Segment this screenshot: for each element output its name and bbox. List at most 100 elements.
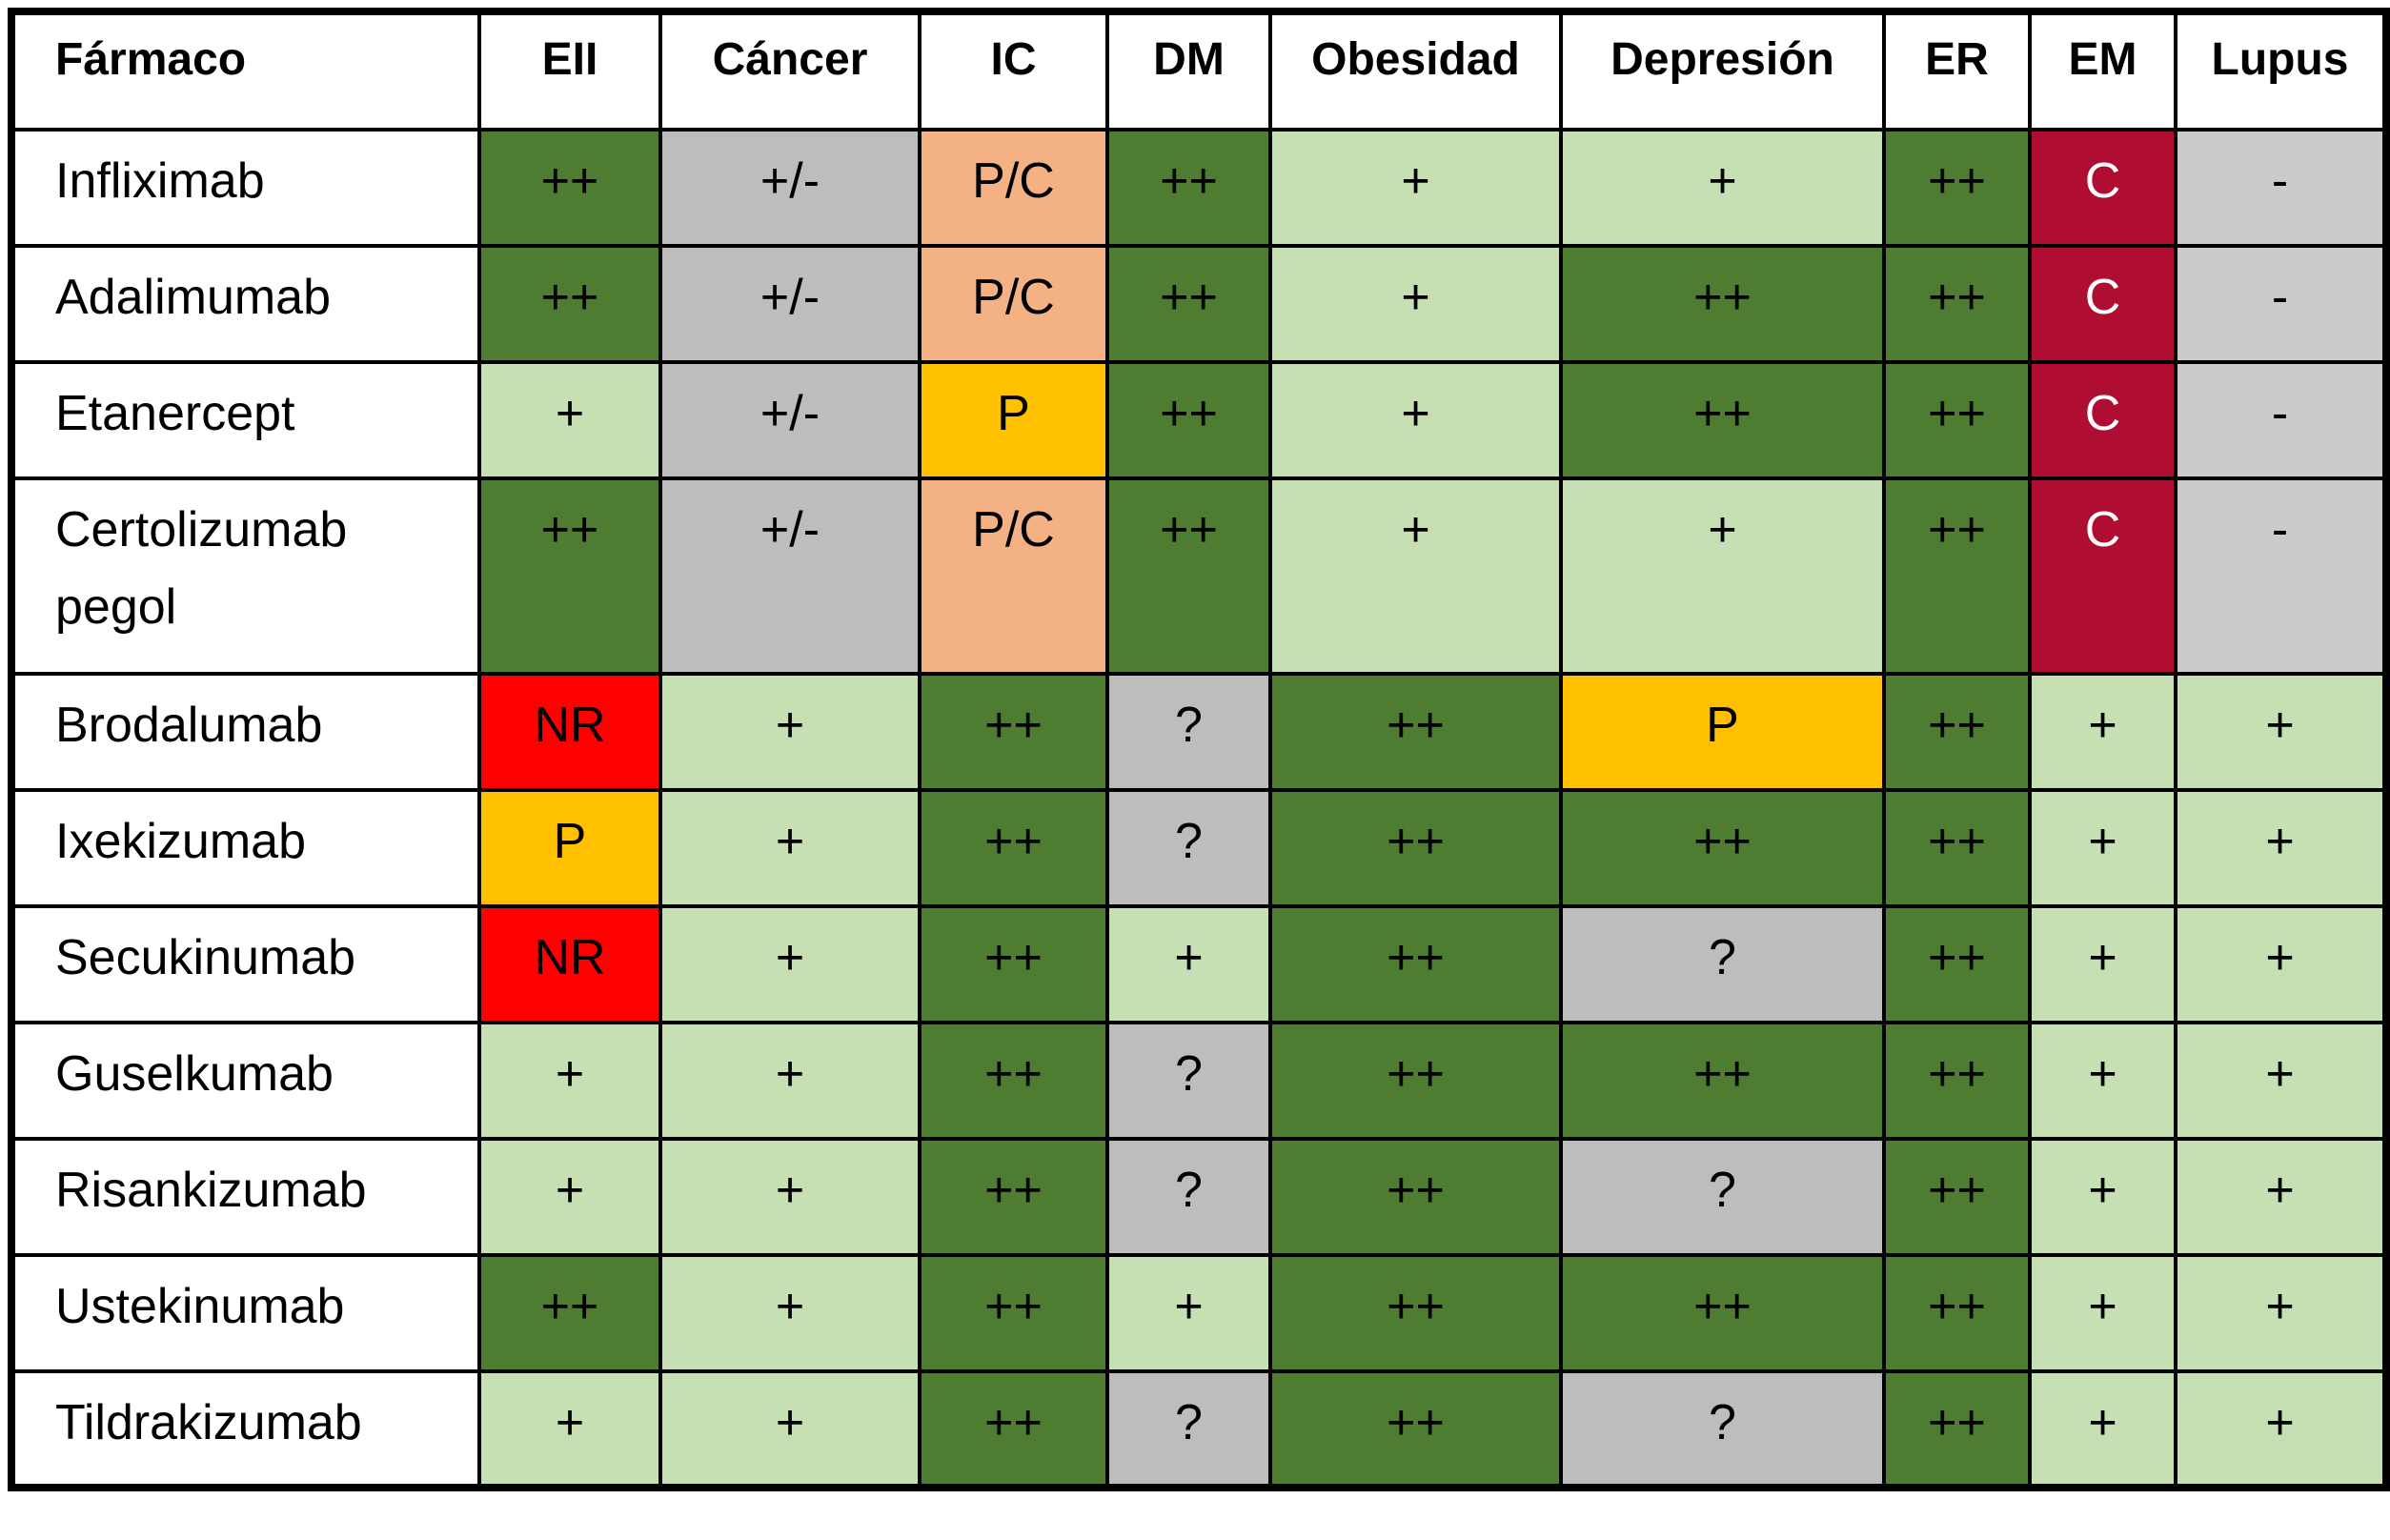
matrix-cell-em-ixekizumab: + bbox=[2028, 788, 2177, 908]
matrix-cell-dm-secukinumab: + bbox=[1105, 904, 1272, 1024]
column-header-ic: IC bbox=[918, 10, 1109, 132]
matrix-cell-depresion-adalimumab: ++ bbox=[1559, 244, 1886, 364]
table-row-adalimumab: Adalimumab ++ +/- P/C ++ + ++ ++ C - bbox=[10, 244, 2388, 364]
column-header-obesidad: Obesidad bbox=[1268, 10, 1563, 132]
matrix-cell-cancer-guselkumab: + bbox=[658, 1021, 922, 1141]
matrix-cell-obesidad-tildrakizumab: ++ bbox=[1268, 1369, 1563, 1489]
matrix-cell-ic-ixekizumab: ++ bbox=[918, 788, 1109, 908]
matrix-cell-dm-etanercept: ++ bbox=[1105, 360, 1272, 480]
matrix-cell-depresion-secukinumab: ? bbox=[1559, 904, 1886, 1024]
matrix-cell-lupus-risankizumab: + bbox=[2174, 1137, 2388, 1257]
column-header-em: EM bbox=[2028, 10, 2177, 132]
matrix-cell-er-adalimumab: ++ bbox=[1882, 244, 2032, 364]
table-row-ustekinumab: Ustekinumab ++ + ++ + ++ ++ ++ + + bbox=[10, 1253, 2388, 1373]
table-row-secukinumab: Secukinumab NR + ++ + ++? ++ + + bbox=[10, 904, 2388, 1024]
drug-name-cell-brodalumab: Brodalumab bbox=[10, 672, 481, 792]
table-row-brodalumab: Brodalumab NR + ++? ++ P ++ + + bbox=[10, 672, 2388, 792]
matrix-cell-ic-ustekinumab: ++ bbox=[918, 1253, 1109, 1373]
matrix-cell-em-infliximab: C bbox=[2028, 128, 2177, 248]
matrix-cell-er-brodalumab: ++ bbox=[1882, 672, 2032, 792]
table-body: Infliximab ++ +/- P/C ++ + + ++ C - Adalimumab ++ +/… bbox=[10, 128, 2388, 1489]
matrix-cell-lupus-tildrakizumab: + bbox=[2174, 1369, 2388, 1489]
matrix-cell-cancer-secukinumab: + bbox=[658, 904, 922, 1024]
matrix-cell-obesidad-brodalumab: ++ bbox=[1268, 672, 1563, 792]
matrix-cell-lupus-brodalumab: + bbox=[2174, 672, 2388, 792]
drug-name-cell-ustekinumab: Ustekinumab bbox=[10, 1253, 481, 1373]
table-header: Fármaco EII Cáncer IC DM Obesidad Depresión ER E… bbox=[10, 10, 2388, 132]
drug-name-cell-etanercept: Etanercept bbox=[10, 360, 481, 480]
matrix-cell-er-tildrakizumab: ++ bbox=[1882, 1369, 2032, 1489]
matrix-cell-em-risankizumab: + bbox=[2028, 1137, 2177, 1257]
matrix-cell-er-certolizumab-pegol: ++ bbox=[1882, 476, 2032, 676]
matrix-cell-dm-ixekizumab: ? bbox=[1105, 788, 1272, 908]
matrix-cell-er-guselkumab: ++ bbox=[1882, 1021, 2032, 1141]
drug-name-cell-guselkumab: Guselkumab bbox=[10, 1021, 481, 1141]
matrix-cell-eii-secukinumab: NR bbox=[477, 904, 662, 1024]
drug-name-cell-tildrakizumab: Tildrakizumab bbox=[10, 1369, 481, 1489]
matrix-cell-obesidad-secukinumab: ++ bbox=[1268, 904, 1563, 1024]
matrix-cell-obesidad-etanercept: + bbox=[1268, 360, 1563, 480]
table-row-infliximab: Infliximab ++ +/- P/C ++ + + ++ C - bbox=[10, 128, 2388, 248]
matrix-cell-depresion-brodalumab: P bbox=[1559, 672, 1886, 792]
header-row: Fármaco EII Cáncer IC DM Obesidad Depresión ER E… bbox=[10, 10, 2388, 132]
matrix-cell-depresion-tildrakizumab: ? bbox=[1559, 1369, 1886, 1489]
matrix-cell-em-guselkumab: + bbox=[2028, 1021, 2177, 1141]
matrix-cell-depresion-certolizumab-pegol: + bbox=[1559, 476, 1886, 676]
matrix-cell-ic-secukinumab: ++ bbox=[918, 904, 1109, 1024]
matrix-cell-ic-tildrakizumab: ++ bbox=[918, 1369, 1109, 1489]
matrix-cell-ic-certolizumab-pegol: P/C bbox=[918, 476, 1109, 676]
matrix-cell-cancer-ustekinumab: + bbox=[658, 1253, 922, 1373]
matrix-cell-ic-guselkumab: ++ bbox=[918, 1021, 1109, 1141]
matrix-cell-cancer-risankizumab: + bbox=[658, 1137, 922, 1257]
matrix-cell-cancer-adalimumab: +/- bbox=[658, 244, 922, 364]
table-row-etanercept: Etanercept + +/- P ++ + ++ ++ C - bbox=[10, 360, 2388, 480]
table-row-guselkumab: Guselkumab + + ++? ++ ++ ++ + + bbox=[10, 1021, 2388, 1141]
matrix-cell-em-adalimumab: C bbox=[2028, 244, 2177, 364]
matrix-cell-lupus-ixekizumab: + bbox=[2174, 788, 2388, 908]
column-header-er: ER bbox=[1882, 10, 2032, 132]
matrix-cell-obesidad-adalimumab: + bbox=[1268, 244, 1563, 364]
matrix-cell-obesidad-ustekinumab: ++ bbox=[1268, 1253, 1563, 1373]
matrix-cell-lupus-guselkumab: + bbox=[2174, 1021, 2388, 1141]
matrix-cell-eii-adalimumab: ++ bbox=[477, 244, 662, 364]
matrix-cell-em-certolizumab-pegol: C bbox=[2028, 476, 2177, 676]
matrix-cell-dm-risankizumab: ? bbox=[1105, 1137, 1272, 1257]
matrix-cell-obesidad-infliximab: + bbox=[1268, 128, 1563, 248]
drug-name-cell-infliximab: Infliximab bbox=[10, 128, 481, 248]
matrix-cell-eii-certolizumab-pegol: ++ bbox=[477, 476, 662, 676]
matrix-cell-em-tildrakizumab: + bbox=[2028, 1369, 2177, 1489]
drug-comorbidity-table: Fármaco EII Cáncer IC DM Obesidad Depresión ER E… bbox=[8, 8, 2390, 1491]
matrix-cell-depresion-ustekinumab: ++ bbox=[1559, 1253, 1886, 1373]
matrix-cell-dm-infliximab: ++ bbox=[1105, 128, 1272, 248]
table-row-tildrakizumab: Tildrakizumab + + ++? ++? ++ + + bbox=[10, 1369, 2388, 1489]
matrix-cell-lupus-secukinumab: + bbox=[2174, 904, 2388, 1024]
column-header-eii: EII bbox=[477, 10, 662, 132]
matrix-cell-dm-tildrakizumab: ? bbox=[1105, 1369, 1272, 1489]
matrix-cell-er-ixekizumab: ++ bbox=[1882, 788, 2032, 908]
matrix-cell-lupus-certolizumab-pegol: - bbox=[2174, 476, 2388, 676]
matrix-cell-em-ustekinumab: + bbox=[2028, 1253, 2177, 1373]
matrix-cell-eii-etanercept: + bbox=[477, 360, 662, 480]
matrix-cell-ic-adalimumab: P/C bbox=[918, 244, 1109, 364]
matrix-cell-em-brodalumab: + bbox=[2028, 672, 2177, 792]
matrix-cell-dm-adalimumab: ++ bbox=[1105, 244, 1272, 364]
matrix-cell-cancer-etanercept: +/- bbox=[658, 360, 922, 480]
matrix-cell-obesidad-risankizumab: ++ bbox=[1268, 1137, 1563, 1257]
matrix-cell-lupus-adalimumab: - bbox=[2174, 244, 2388, 364]
matrix-cell-lupus-etanercept: - bbox=[2174, 360, 2388, 480]
matrix-cell-eii-ustekinumab: ++ bbox=[477, 1253, 662, 1373]
matrix-cell-eii-guselkumab: + bbox=[477, 1021, 662, 1141]
matrix-cell-lupus-infliximab: - bbox=[2174, 128, 2388, 248]
column-header-farmaco: Fármaco bbox=[10, 10, 481, 132]
table-row-risankizumab: Risankizumab + + ++? ++? ++ + + bbox=[10, 1137, 2388, 1257]
matrix-cell-depresion-infliximab: + bbox=[1559, 128, 1886, 248]
matrix-cell-eii-infliximab: ++ bbox=[477, 128, 662, 248]
matrix-cell-cancer-certolizumab-pegol: +/- bbox=[658, 476, 922, 676]
matrix-cell-lupus-ustekinumab: + bbox=[2174, 1253, 2388, 1373]
matrix-cell-cancer-ixekizumab: + bbox=[658, 788, 922, 908]
matrix-cell-obesidad-guselkumab: ++ bbox=[1268, 1021, 1563, 1141]
matrix-cell-obesidad-certolizumab-pegol: + bbox=[1268, 476, 1563, 676]
drug-name-cell-risankizumab: Risankizumab bbox=[10, 1137, 481, 1257]
matrix-cell-depresion-ixekizumab: ++ bbox=[1559, 788, 1886, 908]
matrix-cell-ic-risankizumab: ++ bbox=[918, 1137, 1109, 1257]
